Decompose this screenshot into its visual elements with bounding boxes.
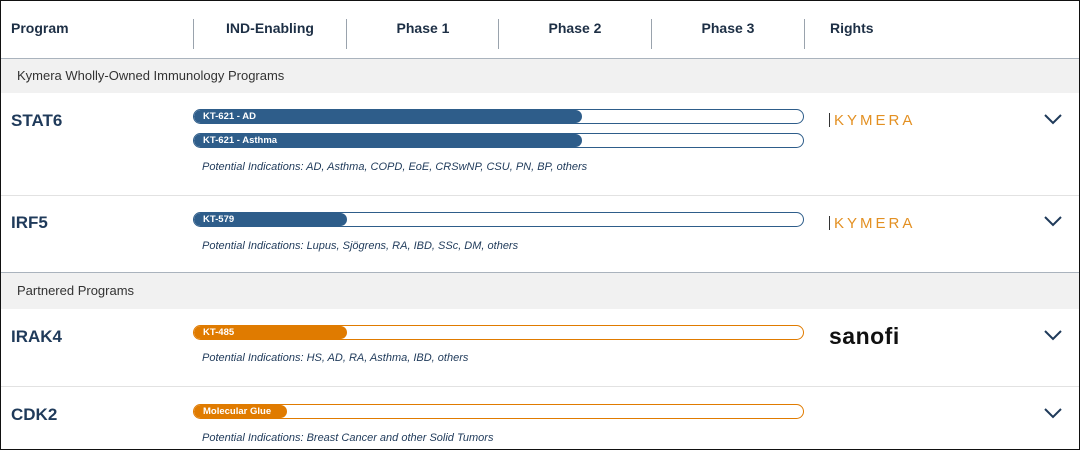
program-name: CDK2 [11,405,58,424]
column-divider [804,19,805,49]
indications: Potential Indications: Lupus, Sjögrens, … [202,240,519,252]
progress-track: KT-621 - Asthma [193,133,804,148]
column-header: Phase 3 [701,20,755,36]
indications: Potential Indications: Breast Cancer and… [202,432,494,444]
expand-chevron[interactable] [1044,329,1062,341]
expand-chevron[interactable] [1044,407,1062,419]
column-header: Phase 1 [396,20,450,36]
section-header: Partnered Programs [1,272,1079,309]
column-header: IND-Enabling [226,20,314,36]
indications: Potential Indications: HS, AD, RA, Asthm… [202,352,469,364]
expand-chevron[interactable] [1044,113,1062,125]
progress-track: KT-485 [193,325,804,340]
column-header: Phase 2 [548,20,602,36]
progress-bar: Molecular Glue [194,405,287,418]
rights-logo: KYMERA [829,112,915,129]
program-name: STAT6 [11,111,63,130]
progress-bar: KT-485 [194,326,347,339]
program-name: IRF5 [11,213,48,232]
column-divider [346,19,347,49]
column-divider [651,19,652,49]
progress-track: KT-621 - AD [193,109,804,124]
row-separator [1,386,1079,387]
progress-bar: KT-579 [194,213,347,226]
column-divider [193,19,194,49]
expand-chevron[interactable] [1044,215,1062,227]
indications: Potential Indications: AD, Asthma, COPD,… [202,161,588,173]
program-name: IRAK4 [11,327,63,346]
section-header: Kymera Wholly-Owned Immunology Programs [1,58,1079,93]
progress-bar: KT-621 - Asthma [194,134,582,147]
column-header: Program [11,20,69,36]
rights-logo: sanofi [829,323,900,349]
row-separator [1,195,1079,196]
progress-track: KT-579 [193,212,804,227]
progress-bar: KT-621 - AD [194,110,582,123]
column-header: Rights [830,20,874,36]
column-divider [498,19,499,49]
progress-track: Molecular Glue [193,404,804,419]
rights-logo: KYMERA [829,215,915,232]
